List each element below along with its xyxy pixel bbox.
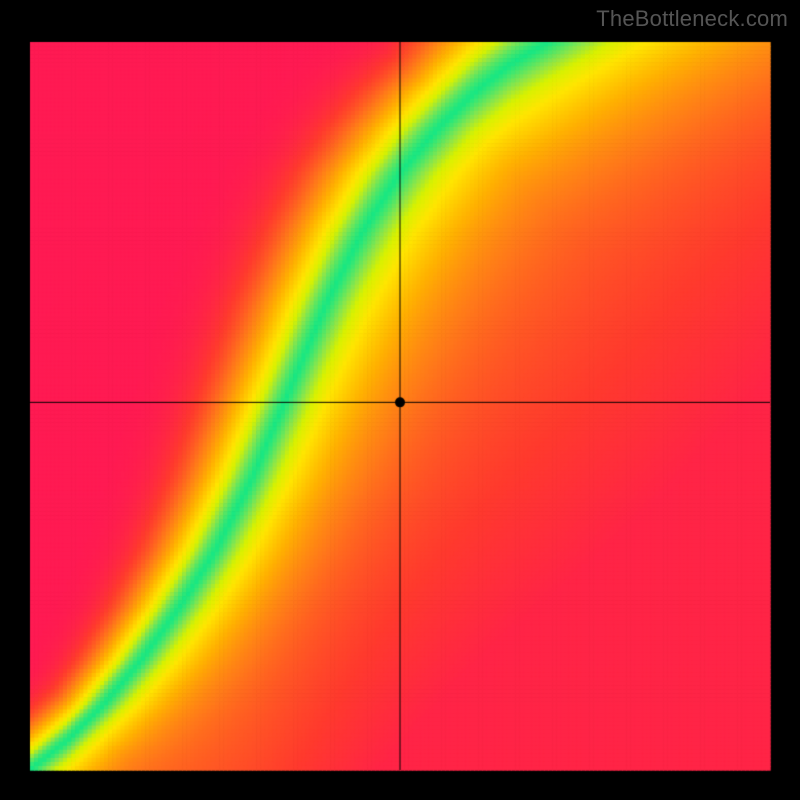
heatmap-canvas bbox=[0, 0, 800, 800]
chart-container: TheBottleneck.com bbox=[0, 0, 800, 800]
watermark-text: TheBottleneck.com bbox=[596, 6, 788, 32]
